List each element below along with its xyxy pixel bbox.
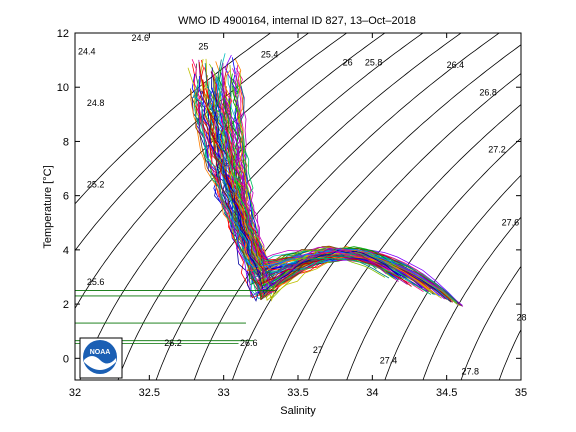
contour-label: 27.4 xyxy=(380,356,398,366)
density-contour xyxy=(75,33,347,310)
y-tick-label: 12 xyxy=(57,28,69,40)
contour-label: 26.8 xyxy=(479,87,497,97)
profile-line xyxy=(220,91,408,284)
contour-label: 25.2 xyxy=(87,180,105,190)
y-axis-label: Temperature [°C] xyxy=(42,165,54,248)
contour-label: 27.8 xyxy=(462,367,480,377)
density-contour xyxy=(422,216,521,380)
profile-line xyxy=(218,67,400,287)
density-contour xyxy=(384,174,521,380)
x-tick-label: 33 xyxy=(218,387,230,399)
density-contour xyxy=(75,33,271,205)
profile-line xyxy=(225,93,424,293)
y-tick-label: 10 xyxy=(57,82,69,94)
density-contour xyxy=(308,104,521,380)
contour-label: 24.4 xyxy=(78,47,96,57)
contour-label: 26.2 xyxy=(164,338,182,348)
x-tick-label: 35 xyxy=(515,387,527,399)
contour-label: 24.6 xyxy=(131,33,149,43)
profile-lines xyxy=(75,53,464,344)
profile-line xyxy=(211,67,399,296)
contour-label: 26.6 xyxy=(240,338,258,348)
noaa-logo: NOAA xyxy=(79,337,123,379)
noaa-logo-text: NOAA xyxy=(90,349,111,356)
density-contour xyxy=(232,44,521,380)
density-contour xyxy=(498,328,521,380)
contour-label: 26 xyxy=(343,58,353,68)
contour-label: 25 xyxy=(198,41,208,51)
contour-labels: 24.4 24.6 24.8 25 25.2 25.4 25.6 25.8 26 26.2 26.4… xyxy=(78,33,527,376)
density-contours xyxy=(75,33,576,380)
density-contour xyxy=(460,265,521,380)
density-contour xyxy=(346,137,521,380)
y-axis-ticks: 0 2 4 6 8 10 12 xyxy=(57,28,521,365)
profile-line xyxy=(209,63,458,305)
x-tick-label: 32.5 xyxy=(139,387,160,399)
x-axis-label: Salinity xyxy=(280,405,316,417)
y-tick-label: 6 xyxy=(63,191,69,203)
x-tick-label: 32 xyxy=(69,387,81,399)
profile-line xyxy=(214,87,432,295)
y-tick-label: 2 xyxy=(63,299,69,311)
density-contour xyxy=(155,33,462,380)
density-contour xyxy=(270,73,521,380)
contour-label: 28 xyxy=(517,312,527,322)
profile-line xyxy=(209,87,428,298)
density-contour xyxy=(79,33,386,380)
contour-label: 25.8 xyxy=(365,58,383,68)
contour-label: 24.8 xyxy=(87,98,105,108)
density-contour xyxy=(537,33,576,380)
contour-label: 27.2 xyxy=(488,144,506,154)
contour-label: 27 xyxy=(313,345,323,355)
contour-label: 25.6 xyxy=(87,277,105,287)
density-contour xyxy=(193,33,500,380)
x-tick-label: 34.5 xyxy=(436,387,457,399)
profile-line xyxy=(200,59,427,291)
y-tick-label: 0 xyxy=(63,353,69,365)
profile-line xyxy=(234,58,438,296)
contour-label: 27.6 xyxy=(502,217,520,227)
x-axis-ticks: 32 32.5 33 33.5 34 34.5 35 xyxy=(69,33,527,399)
x-tick-label: 34 xyxy=(366,387,378,399)
contour-label: 25.4 xyxy=(261,49,279,59)
x-tick-label: 33.5 xyxy=(287,387,308,399)
profile-line xyxy=(222,62,384,286)
profile-line xyxy=(191,59,452,301)
profile-line xyxy=(198,61,412,287)
profile-line xyxy=(222,69,401,295)
y-tick-label: 4 xyxy=(63,245,69,257)
y-tick-label: 8 xyxy=(63,136,69,148)
profile-line xyxy=(224,69,400,275)
chart-title: WMO ID 4900164, internal ID 827, 13–Oct–… xyxy=(178,15,416,27)
contour-label: 26.4 xyxy=(447,60,465,70)
